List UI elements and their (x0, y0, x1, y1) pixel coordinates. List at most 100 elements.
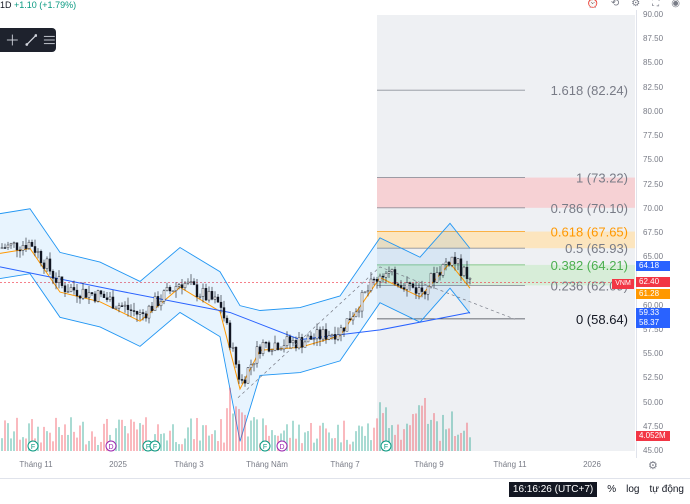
fib-label-0.5: 0.5 (65.93) (565, 241, 628, 256)
camera-icon[interactable]: ◉ (671, 0, 680, 9)
volume-bar (190, 418, 192, 451)
volume-bar (244, 414, 246, 451)
volume-bar (292, 420, 294, 451)
candle-body (447, 261, 451, 266)
volume-bar (442, 414, 444, 451)
clock-time: 16:16:26 (UTC+7) (508, 481, 598, 497)
volume-bar (418, 405, 420, 451)
chart-settings-icon[interactable]: ⚙ (648, 460, 658, 472)
volume-bar (100, 441, 102, 451)
volume-bar (430, 419, 432, 451)
volume-bar (466, 422, 468, 451)
candle-body (450, 256, 454, 266)
candle-body (69, 287, 73, 292)
candle-body (243, 379, 247, 384)
candle-body (132, 310, 136, 312)
trend-line-icon[interactable] (25, 33, 38, 47)
candle-body (228, 322, 232, 348)
candle-body (24, 245, 28, 249)
volume-bar (169, 430, 171, 451)
candle-body (120, 305, 124, 307)
volume-bar (202, 425, 204, 451)
volume-bar (193, 439, 195, 451)
fib-trend-line (237, 266, 516, 398)
volume-bar (403, 429, 405, 451)
crosshair-icon[interactable] (6, 33, 19, 47)
fib-label-1.618: 1.618 (82.24) (551, 83, 628, 98)
candle-body (93, 293, 97, 302)
alert-icon[interactable]: ⏰ (586, 0, 599, 9)
candle-body (369, 278, 373, 291)
volume-bar (241, 412, 243, 451)
price-tick: 45.00 (643, 446, 664, 455)
candle-body (408, 282, 412, 284)
candle-body (90, 292, 94, 295)
volume-bar (133, 421, 135, 451)
candle-body (351, 316, 355, 321)
event-marker-label: D (279, 444, 284, 451)
settings-icon[interactable]: ⚙ (631, 0, 641, 9)
candle-body (237, 364, 241, 380)
volume-bar (370, 440, 372, 451)
price-tick: 72.50 (643, 179, 664, 189)
candle-body (144, 313, 148, 319)
volume-bar (199, 440, 201, 451)
candle-body (462, 266, 466, 276)
candle-body (30, 242, 34, 247)
volume-bar (322, 422, 324, 451)
candle-body (129, 309, 133, 311)
volume-bar (175, 442, 177, 451)
candle-body (219, 301, 223, 308)
auto-scale-toggle[interactable]: tự động (649, 483, 685, 495)
candle-body (150, 305, 154, 311)
price-tick: 87.50 (643, 34, 664, 44)
candle-body (405, 282, 409, 290)
volume-bar (463, 430, 465, 451)
candle-body (396, 283, 400, 286)
candle-body (9, 243, 13, 246)
volume-bar (55, 417, 57, 451)
fib-retracement-icon[interactable] (43, 33, 56, 47)
candle-body (279, 348, 283, 351)
candle-body (213, 296, 217, 300)
time-tick: 2025 (109, 460, 127, 469)
candle-body (84, 288, 88, 298)
candle-body (189, 281, 193, 283)
candle-body (111, 296, 115, 309)
price-axis[interactable]: 90.00 87.50 85.00 82.50 80.00 77.50 75.00 72.50… (636, 10, 690, 458)
candle-body (204, 288, 208, 301)
candle-body (315, 329, 319, 340)
candle-body (255, 346, 259, 364)
legend-interval: 1D (0, 0, 12, 10)
volume-bar (19, 439, 21, 451)
volume-bar (226, 408, 228, 451)
candle-body (162, 290, 166, 302)
candle-body (66, 291, 70, 293)
log-toggle[interactable]: log (626, 483, 640, 495)
percent-toggle[interactable]: % (607, 483, 617, 495)
volume-bar (289, 437, 291, 451)
volume-bar (43, 426, 45, 451)
fullscreen-icon[interactable]: ⛶ (652, 0, 660, 9)
drawing-toolbar[interactable] (0, 28, 56, 52)
candle-body (438, 272, 442, 276)
candle-body (285, 336, 289, 346)
candle-body (441, 264, 445, 276)
volume-bar (373, 427, 375, 451)
volume-bar (76, 437, 78, 451)
volume-bar (382, 413, 384, 451)
replay-icon[interactable]: ⟲ (610, 0, 620, 9)
volume-bar (97, 444, 99, 451)
volume-bar (400, 439, 402, 451)
price-tick: 67.50 (643, 228, 664, 237)
candle-body (117, 305, 121, 309)
candle-body (345, 318, 349, 332)
candle-body (339, 327, 343, 335)
ma-blue (0, 266, 471, 341)
price-tick: 52.50 (643, 373, 664, 383)
candle-body (381, 275, 385, 278)
volume-bar (106, 418, 108, 451)
volume-bar (271, 430, 273, 451)
